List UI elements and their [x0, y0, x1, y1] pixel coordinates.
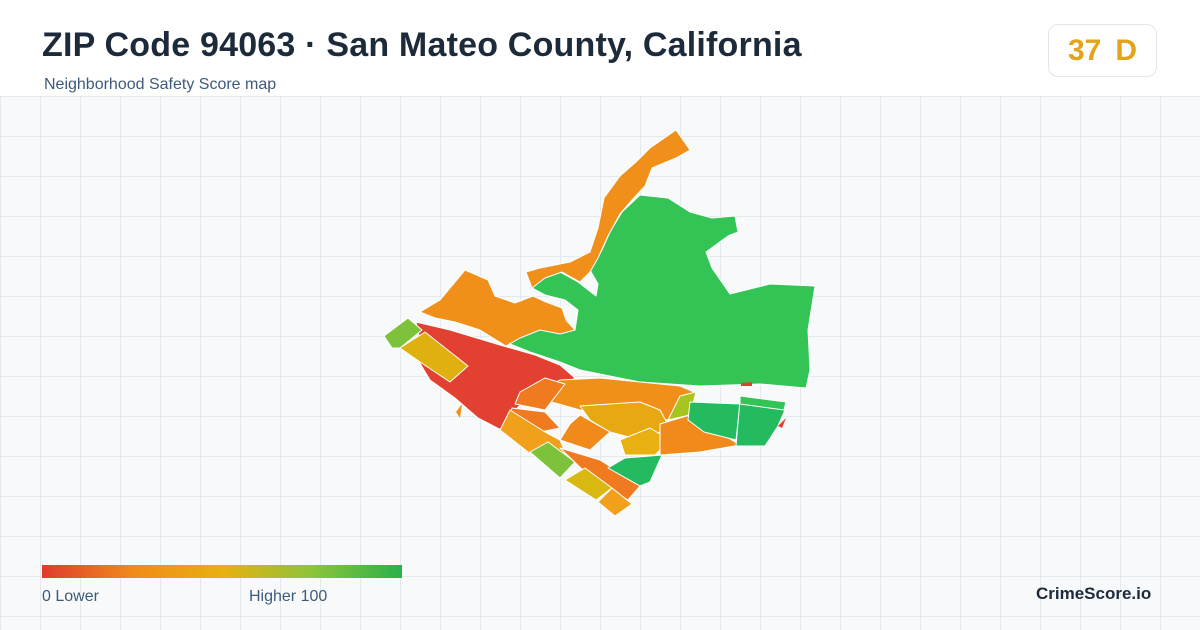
- region-east-green-3[interactable]: [739, 395, 787, 411]
- region-river-orange[interactable]: [525, 129, 691, 289]
- safety-score-badge: 37 D: [1048, 24, 1157, 77]
- page-subtitle: Neighborhood Safety Score map: [44, 76, 277, 93]
- region-south-green[interactable]: [607, 454, 663, 487]
- score-value: 37: [1067, 33, 1102, 67]
- page-title: ZIP Code 94063 · San Mateo County, Calif…: [42, 26, 802, 64]
- legend-high-label: Higher 100: [249, 588, 328, 605]
- header-bar: [0, 0, 1200, 96]
- region-north-green[interactable]: [504, 194, 816, 389]
- legend-gradient-bar: [42, 565, 402, 578]
- region-cell-orange-2[interactable]: [559, 414, 611, 451]
- brand-logo[interactable]: CrimeScore.io: [1036, 584, 1152, 603]
- score-grade: D: [1115, 33, 1138, 67]
- region-south-orange-2[interactable]: [559, 447, 641, 501]
- region-west-orange[interactable]: [419, 269, 576, 347]
- legend-low-label: 0 Lower: [42, 588, 99, 605]
- region-west-lightgreen[interactable]: [383, 317, 423, 349]
- region-south-orange-3[interactable]: [597, 487, 633, 517]
- region-sw-orange-sliver[interactable]: [456, 404, 462, 418]
- region-east-green-1[interactable]: [687, 401, 741, 441]
- region-west-yellow[interactable]: [399, 331, 469, 383]
- region-east-red-sliver-2[interactable]: [778, 418, 786, 428]
- region-cell-darkorange-1[interactable]: [514, 377, 566, 411]
- region-east-red-sliver[interactable]: [741, 382, 752, 386]
